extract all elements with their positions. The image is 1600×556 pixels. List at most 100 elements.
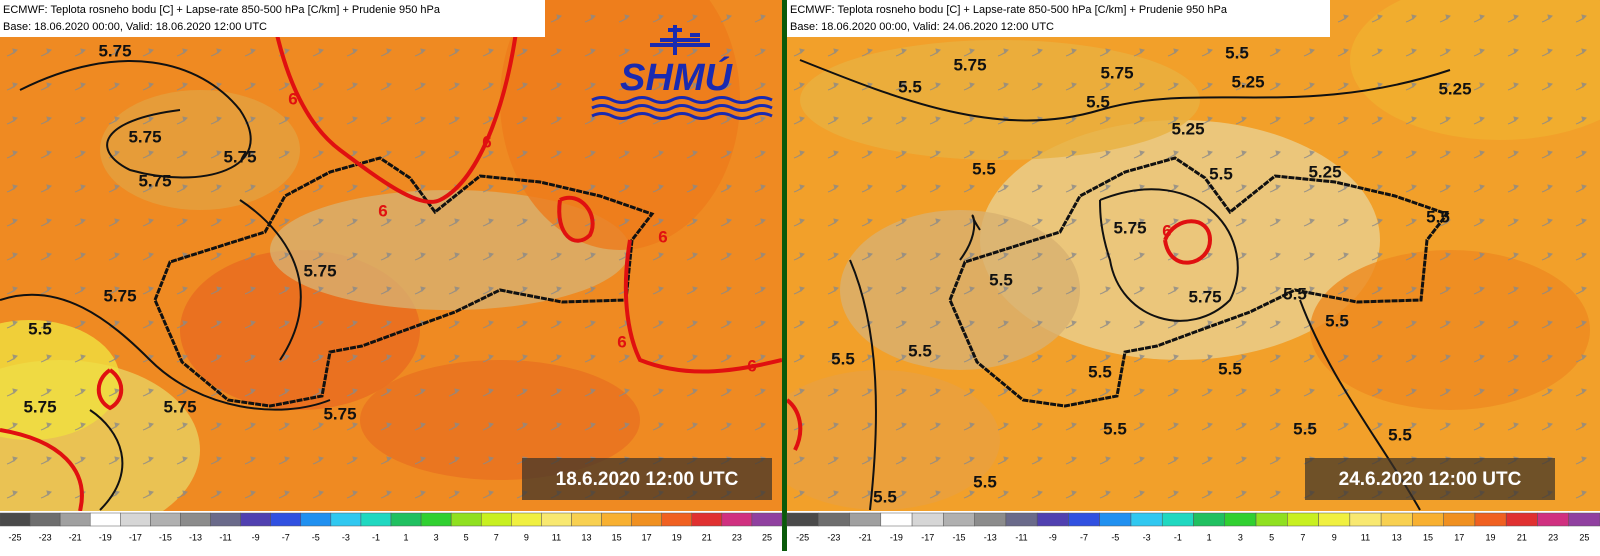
contour-label: 5.5 — [1225, 43, 1249, 62]
wind-arrow — [1337, 218, 1349, 227]
wind-arrow — [827, 320, 839, 329]
wind-arrow — [1371, 150, 1383, 159]
colorbar-swatch — [601, 512, 632, 527]
wind-arrow — [861, 150, 873, 159]
wind-arrow — [6, 150, 18, 159]
wind-arrow — [1303, 422, 1315, 431]
wind-arrow — [210, 286, 222, 295]
wind-arrow — [1337, 150, 1349, 159]
colorbar-label: -1 — [372, 532, 380, 542]
wind-arrow — [380, 286, 392, 295]
wind-arrow — [346, 48, 358, 57]
wind-arrow — [1473, 116, 1485, 125]
colorbar-swatch — [450, 512, 482, 527]
colorbar-swatch — [150, 512, 181, 527]
wind-arrow — [1405, 388, 1417, 397]
wind-arrow — [482, 354, 494, 363]
wind-arrow — [550, 422, 562, 431]
wind-arrow — [1405, 14, 1417, 23]
field-patch — [840, 210, 1080, 370]
wind-arrow — [1575, 320, 1587, 329]
wind-arrow — [1473, 286, 1485, 295]
wind-arrow — [686, 422, 698, 431]
wind-arrow — [482, 490, 494, 499]
wind-arrow — [278, 320, 290, 329]
contour-label: 5.5 — [1426, 207, 1450, 226]
wind-arrow — [1371, 422, 1383, 431]
wind-arrow — [414, 354, 426, 363]
logo-waves — [591, 112, 773, 120]
wind-arrow — [1031, 218, 1043, 227]
wind-arrow — [1473, 354, 1485, 363]
colorbar-swatch — [270, 512, 302, 527]
wind-arrow — [895, 388, 907, 397]
country-border — [948, 156, 1450, 408]
wind-arrow — [74, 422, 86, 431]
contour-label: 5.5 — [972, 159, 996, 178]
colorbar-label: -17 — [921, 532, 934, 542]
colorbar-swatch — [1130, 512, 1163, 527]
wind-arrow — [448, 150, 460, 159]
wind-arrow — [1439, 184, 1451, 193]
wind-arrow — [963, 320, 975, 329]
wind-arrow — [346, 490, 358, 499]
wind-arrow — [380, 48, 392, 57]
wind-arrow — [1065, 82, 1077, 91]
colorbar-label: 23 — [1548, 532, 1558, 542]
wind-arrow — [142, 320, 154, 329]
wind-arrow — [6, 48, 18, 57]
colorbar-swatch — [59, 512, 91, 527]
colorbar-label: -3 — [1143, 532, 1151, 542]
wind-arrow — [1133, 490, 1145, 499]
wind-arrow — [278, 354, 290, 363]
wind-arrow — [210, 184, 222, 193]
wind-arrow — [1133, 320, 1145, 329]
colorbar-swatch — [1318, 512, 1351, 527]
wind-arrow — [1065, 490, 1077, 499]
wind-arrow — [1405, 184, 1417, 193]
wind-arrow — [1405, 150, 1417, 159]
wind-arrow — [380, 82, 392, 91]
wind-arrow — [584, 252, 596, 261]
wind-arrow — [244, 456, 256, 465]
wind-arrow — [686, 150, 698, 159]
contour-label: 5.75 — [138, 171, 171, 190]
wind-arrow — [754, 286, 766, 295]
wind-arrow — [74, 354, 86, 363]
wind-arrow — [516, 388, 528, 397]
wind-arrow — [346, 456, 358, 465]
colorbar-label: -7 — [282, 532, 290, 542]
wind-arrow — [482, 422, 494, 431]
field-patch — [980, 120, 1380, 360]
wind-arrow — [1099, 48, 1111, 57]
colorbar-label: 11 — [1361, 532, 1370, 542]
contour-line — [0, 293, 331, 411]
wind-arrow — [1065, 150, 1077, 159]
wind-arrow — [108, 456, 120, 465]
wind-arrow — [929, 320, 941, 329]
wind-arrow — [380, 456, 392, 465]
colorbar-label: 19 — [1486, 532, 1496, 542]
threshold-contour — [268, 0, 522, 204]
wind-arrow — [827, 184, 839, 193]
wind-arrow — [1201, 116, 1213, 125]
wind-arrow — [754, 388, 766, 397]
wind-arrow — [550, 48, 562, 57]
wind-arrow — [1405, 320, 1417, 329]
wind-arrow — [1031, 286, 1043, 295]
wind-arrow — [827, 218, 839, 227]
colorbar-swatch — [1224, 512, 1257, 527]
wind-arrow — [1065, 286, 1077, 295]
wind-arrow — [142, 490, 154, 499]
colorbar-label: -25 — [9, 532, 22, 542]
wind-arrow — [1337, 82, 1349, 91]
wind-arrow — [1541, 14, 1553, 23]
wind-arrow — [584, 286, 596, 295]
wind-arrow — [1473, 184, 1485, 193]
wind-arrow — [1303, 354, 1315, 363]
wind-arrow — [861, 218, 873, 227]
wind-arrow — [652, 184, 664, 193]
threshold-label: 6 — [1162, 221, 1171, 240]
wind-arrow — [895, 422, 907, 431]
wind-arrow — [414, 116, 426, 125]
